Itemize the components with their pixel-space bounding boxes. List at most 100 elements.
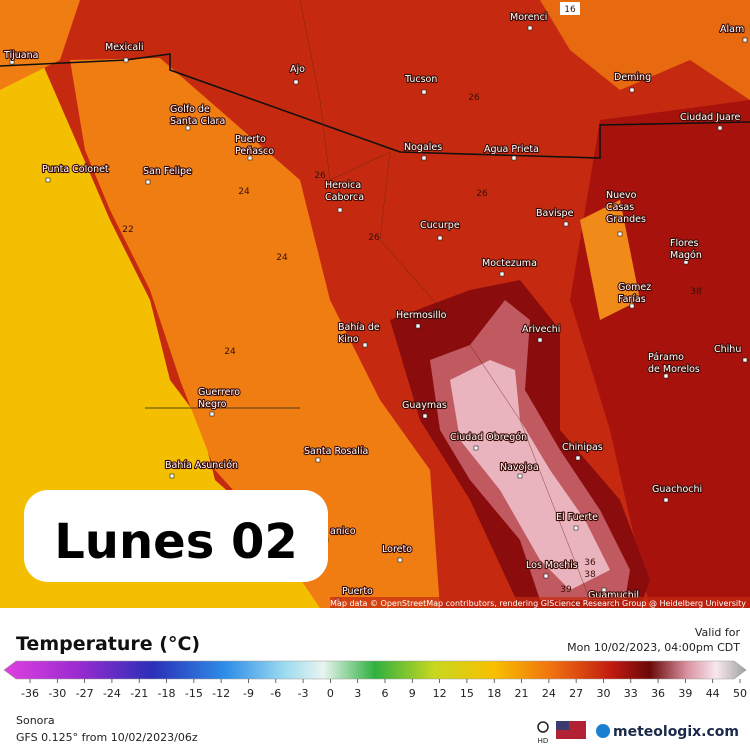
contour-labels: 16 26 24 22 24 24 26 26 26 38 36 38 39 xyxy=(122,2,702,595)
city-marker xyxy=(617,231,623,237)
model-info: GFS 0.125° from 10/02/2023/06z xyxy=(16,731,198,744)
tick-label: -15 xyxy=(185,687,203,700)
region xyxy=(0,0,80,90)
contour-label: 16 xyxy=(564,5,576,15)
city-label: Alam xyxy=(720,24,744,35)
overlay-box xyxy=(24,490,328,582)
attribution: Map data © OpenStreetMap contributors, r… xyxy=(330,599,746,608)
footer: Sonora GFS 0.125° from 10/02/2023/06z HD… xyxy=(16,714,739,745)
city-marker xyxy=(362,342,368,348)
contour-label: 26 xyxy=(468,93,480,103)
city-marker xyxy=(573,525,579,531)
city-label: Navojoa xyxy=(500,462,539,473)
tick-label: 44 xyxy=(706,687,720,700)
overlay-label: Lunes 02 xyxy=(54,514,298,570)
city-label: Grandes xyxy=(606,214,646,225)
attribution-box xyxy=(330,597,750,608)
city-marker xyxy=(397,557,403,563)
city-label: Negro xyxy=(198,399,227,410)
city-label: Arivechi xyxy=(522,324,560,335)
search-icon[interactable] xyxy=(537,721,549,733)
brand[interactable]: meteologix.com xyxy=(613,724,739,740)
city-label: Nuevo xyxy=(606,190,637,201)
tick-label: 15 xyxy=(460,687,474,700)
city-label: Farías xyxy=(618,294,646,305)
city-label: Golfo de xyxy=(170,104,210,115)
city-label: Puerto xyxy=(342,586,373,597)
city-label: Guerrero xyxy=(198,387,240,398)
city-marker xyxy=(499,271,505,277)
tick-label: -9 xyxy=(243,687,254,700)
contour-label: 36 xyxy=(584,558,596,568)
city-label: Flores xyxy=(670,238,698,249)
tick-label: -3 xyxy=(298,687,309,700)
city-label: Deming xyxy=(614,72,651,83)
city-label: San Felipe xyxy=(143,166,192,177)
city-marker xyxy=(421,155,427,161)
city-label: Magón xyxy=(670,250,702,261)
tick-label: 50 xyxy=(733,687,747,700)
city-label: Moctezuma xyxy=(482,258,537,269)
tick-label: 36 xyxy=(651,687,665,700)
city-marker xyxy=(145,179,151,185)
region xyxy=(450,360,610,590)
contour-label: 24 xyxy=(224,347,236,357)
valid-label: Valid for xyxy=(695,626,741,639)
city-label: Agua Prieta xyxy=(484,144,539,155)
region-name: Sonora xyxy=(16,714,55,727)
city-label: Tucson xyxy=(404,74,437,85)
state-line xyxy=(299,0,591,601)
city-marker xyxy=(293,79,299,85)
city-marker xyxy=(45,177,51,183)
city-label: Ciudad Juare xyxy=(680,112,741,123)
city-label: Páramo xyxy=(648,352,684,363)
city-label: Puerto xyxy=(235,134,266,145)
legend: Temperature (°C) Valid for Mon 10/02/202… xyxy=(3,626,747,700)
city-marker xyxy=(415,323,421,329)
city-marker xyxy=(185,125,191,131)
legend-title: Temperature (°C) xyxy=(16,633,200,655)
city-marker xyxy=(601,587,607,593)
city-label: Loreto xyxy=(382,544,412,555)
ocean xyxy=(0,58,320,608)
tick-label: -36 xyxy=(21,687,39,700)
contour-label: 26 xyxy=(476,189,488,199)
city-label: Chinipas xyxy=(562,442,603,453)
city-label: Guaymas xyxy=(402,400,447,411)
city-label: Bahía Asunción xyxy=(165,460,238,471)
city-label: Los Mochis xyxy=(526,560,578,571)
city-marker xyxy=(663,497,669,503)
city-label: Ajo xyxy=(290,64,305,75)
tick-label: 0 xyxy=(327,687,334,700)
city-marker xyxy=(511,155,517,161)
contour-label: 24 xyxy=(238,187,250,197)
contour-label: 26 xyxy=(314,171,326,181)
map: Tijuana Mexicali Morenci Alam Ajo Tucson Demin… xyxy=(0,0,750,608)
border xyxy=(0,53,750,159)
tick-label: -24 xyxy=(103,687,121,700)
brand-icon xyxy=(596,724,610,738)
tick-label: 24 xyxy=(542,687,556,700)
city-marker xyxy=(315,457,321,463)
colorbar-ticks: -36 -30 -27 -24 -21 -18 -15 -12 -9 -6 -3 0 3 6 9 12 15 18… xyxy=(21,679,747,700)
contour-label: 38 xyxy=(690,287,702,297)
city-marker xyxy=(437,235,443,241)
tick-label: 6 xyxy=(382,687,389,700)
city-label: Heroica xyxy=(325,180,361,191)
city-marker xyxy=(683,259,689,265)
hd-label[interactable]: HD xyxy=(538,737,549,745)
city-marker xyxy=(537,337,543,343)
city-label: El Fuerte xyxy=(556,512,598,523)
city-label: Punta Colonet xyxy=(42,164,109,175)
city-label: de Morelos xyxy=(648,364,700,375)
tick-label: 3 xyxy=(354,687,361,700)
tick-label: -18 xyxy=(158,687,176,700)
city-marker xyxy=(422,413,428,419)
city-label: Caborca xyxy=(325,192,364,203)
tick-label: 21 xyxy=(515,687,529,700)
city-marker xyxy=(663,373,669,379)
city-label: Morenci xyxy=(510,12,547,23)
city-marker xyxy=(9,59,15,65)
city-marker xyxy=(629,87,635,93)
